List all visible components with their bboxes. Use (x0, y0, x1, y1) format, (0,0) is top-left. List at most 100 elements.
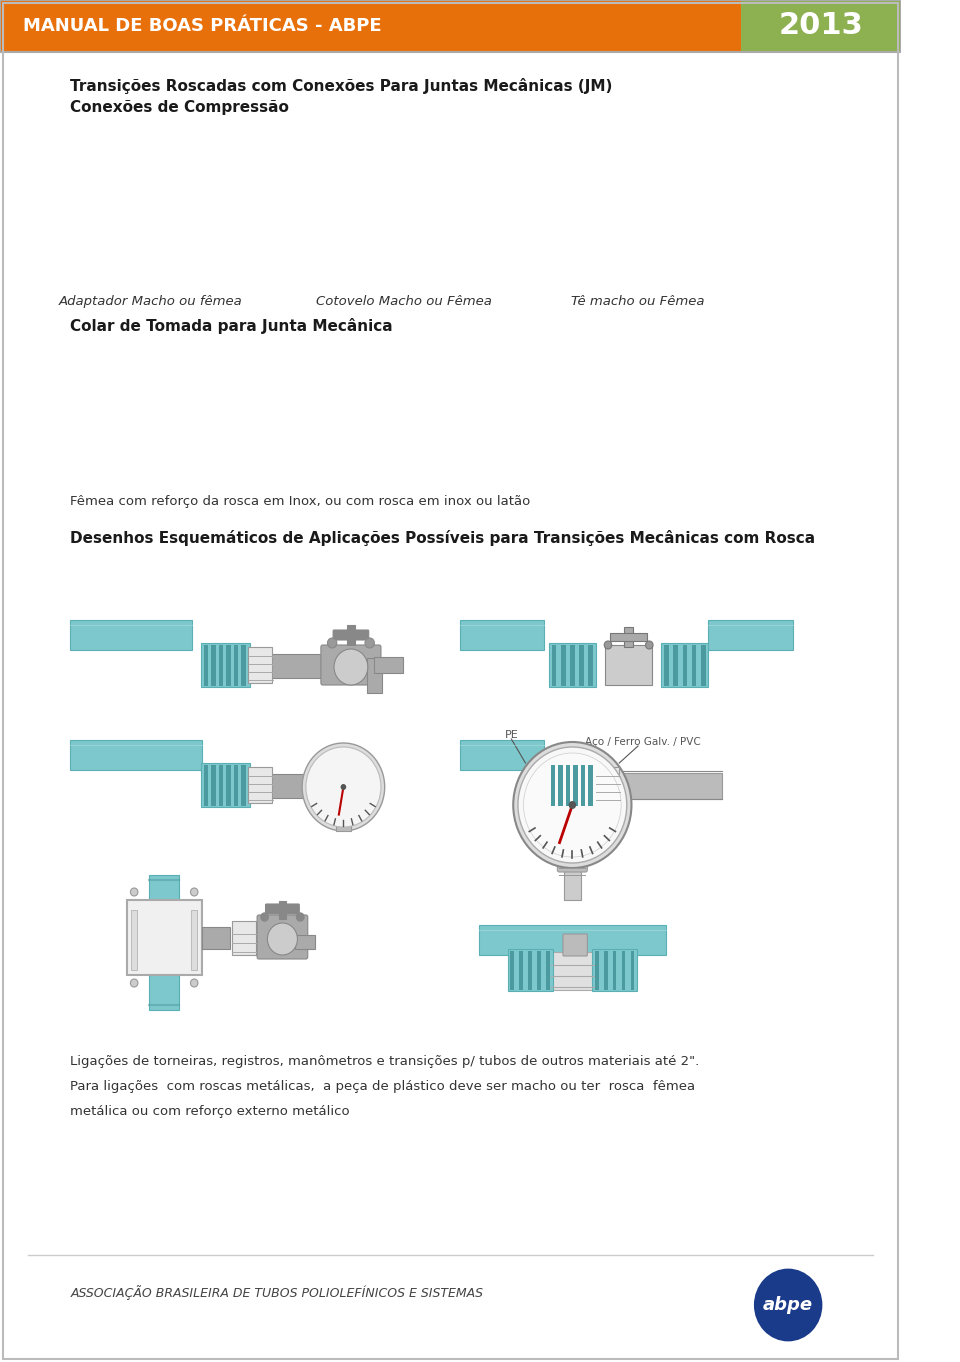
Bar (211, 765, 216, 806)
Bar (511, 951, 515, 990)
Bar (233, 765, 238, 806)
Bar (581, 765, 586, 806)
Circle shape (297, 913, 304, 921)
Circle shape (302, 744, 385, 831)
Bar (549, 643, 596, 686)
Text: Transições Roscadas com Conexões Para Juntas Mecânicas (JM): Transições Roscadas com Conexões Para Ju… (70, 78, 612, 94)
Bar (708, 620, 793, 650)
Bar (551, 952, 596, 990)
Bar (227, 646, 230, 686)
Text: ASSOCIAÇÃO BRASILEIRA DE TUBOS POLIOLEFÍNICOS E SISTEMAS: ASSOCIAÇÃO BRASILEIRA DE TUBOS POLIOLEFÍ… (70, 1284, 484, 1299)
Bar (241, 765, 246, 806)
Bar (692, 646, 696, 686)
Text: MANUAL DE BOAS PRÁTICAS - ABPE: MANUAL DE BOAS PRÁTICAS - ABPE (23, 16, 382, 35)
Text: Adaptador Macho ou fêmea: Adaptador Macho ou fêmea (59, 296, 242, 308)
Bar (631, 951, 635, 990)
Bar (478, 925, 666, 955)
Text: metálica ou com reforço externo metálico: metálica ou com reforço externo metálico (70, 1105, 350, 1118)
FancyBboxPatch shape (266, 904, 300, 914)
Bar (374, 656, 402, 673)
Bar (132, 910, 137, 970)
Bar (519, 951, 523, 990)
Bar (595, 951, 599, 990)
Bar (570, 646, 575, 686)
Bar (564, 844, 581, 900)
Bar (610, 633, 647, 642)
Bar (538, 951, 540, 990)
Bar (211, 646, 216, 686)
Bar (348, 625, 354, 646)
Bar (219, 765, 224, 806)
Bar (618, 774, 722, 799)
Bar (588, 646, 593, 686)
Bar (579, 646, 584, 686)
Circle shape (341, 785, 347, 790)
Circle shape (131, 888, 138, 896)
Bar (149, 874, 180, 1011)
Bar (0, 0, 900, 52)
Bar (546, 951, 550, 990)
Circle shape (131, 979, 138, 987)
Circle shape (514, 742, 632, 868)
FancyBboxPatch shape (563, 934, 588, 956)
Text: Desenhos Esquemáticos de Aplicações Possíveis para Transições Mecânicas com Rosc: Desenhos Esquemáticos de Aplicações Poss… (70, 530, 815, 546)
Bar (573, 765, 578, 806)
Circle shape (306, 746, 381, 827)
Circle shape (268, 923, 298, 955)
Bar (674, 646, 678, 686)
Bar (624, 627, 634, 647)
Bar (552, 646, 557, 686)
Bar (622, 951, 625, 990)
Text: Ligações de torneiras, registros, manômetros e transições p/ tubos de outros mat: Ligações de torneiras, registros, manôme… (70, 1056, 700, 1068)
Bar (204, 646, 208, 686)
FancyBboxPatch shape (321, 646, 381, 685)
Text: Conexões de Compressão: Conexões de Compressão (70, 99, 289, 114)
Bar (271, 654, 323, 678)
Circle shape (327, 637, 337, 648)
Bar (248, 647, 272, 682)
Circle shape (756, 1269, 821, 1340)
Text: Fêmea com reforço da rosca em Inox, ou com rosca em inox ou latão: Fêmea com reforço da rosca em Inox, ou c… (70, 494, 531, 508)
Bar (231, 921, 256, 955)
Bar (295, 934, 315, 949)
Bar (605, 646, 652, 685)
Circle shape (190, 979, 198, 987)
Bar (460, 620, 544, 650)
Bar (271, 774, 304, 798)
Circle shape (365, 637, 374, 648)
Circle shape (190, 888, 198, 896)
Bar (612, 951, 616, 990)
Bar (661, 643, 708, 686)
Text: PE: PE (505, 730, 518, 740)
Text: Tê macho ou Fêmea: Tê macho ou Fêmea (571, 296, 705, 308)
Bar (664, 646, 669, 686)
Circle shape (334, 650, 368, 685)
Bar (701, 646, 706, 686)
Bar (528, 951, 532, 990)
FancyBboxPatch shape (558, 834, 588, 872)
Bar (204, 765, 208, 806)
Bar (367, 658, 382, 693)
Bar (565, 765, 570, 806)
Bar (278, 902, 286, 919)
Bar (551, 765, 556, 806)
Circle shape (261, 913, 269, 921)
Text: Aço / Ferro Galv. / PVC: Aço / Ferro Galv. / PVC (585, 737, 701, 746)
Bar (592, 949, 637, 992)
Bar (227, 765, 230, 806)
Bar (595, 767, 619, 804)
Circle shape (604, 642, 612, 650)
Bar (201, 643, 250, 686)
Text: Cotovelo Macho ou Fêmea: Cotovelo Macho ou Fêmea (316, 296, 492, 308)
Bar (561, 646, 565, 686)
Circle shape (645, 642, 653, 650)
Text: Colar de Tomada para Junta Mecânica: Colar de Tomada para Junta Mecânica (70, 317, 393, 334)
Bar (460, 740, 544, 770)
Bar (233, 646, 238, 686)
Circle shape (518, 746, 627, 864)
FancyBboxPatch shape (257, 915, 308, 959)
Bar (191, 910, 197, 970)
Bar (201, 763, 250, 808)
Text: abpe: abpe (763, 1297, 813, 1314)
Bar (219, 646, 224, 686)
